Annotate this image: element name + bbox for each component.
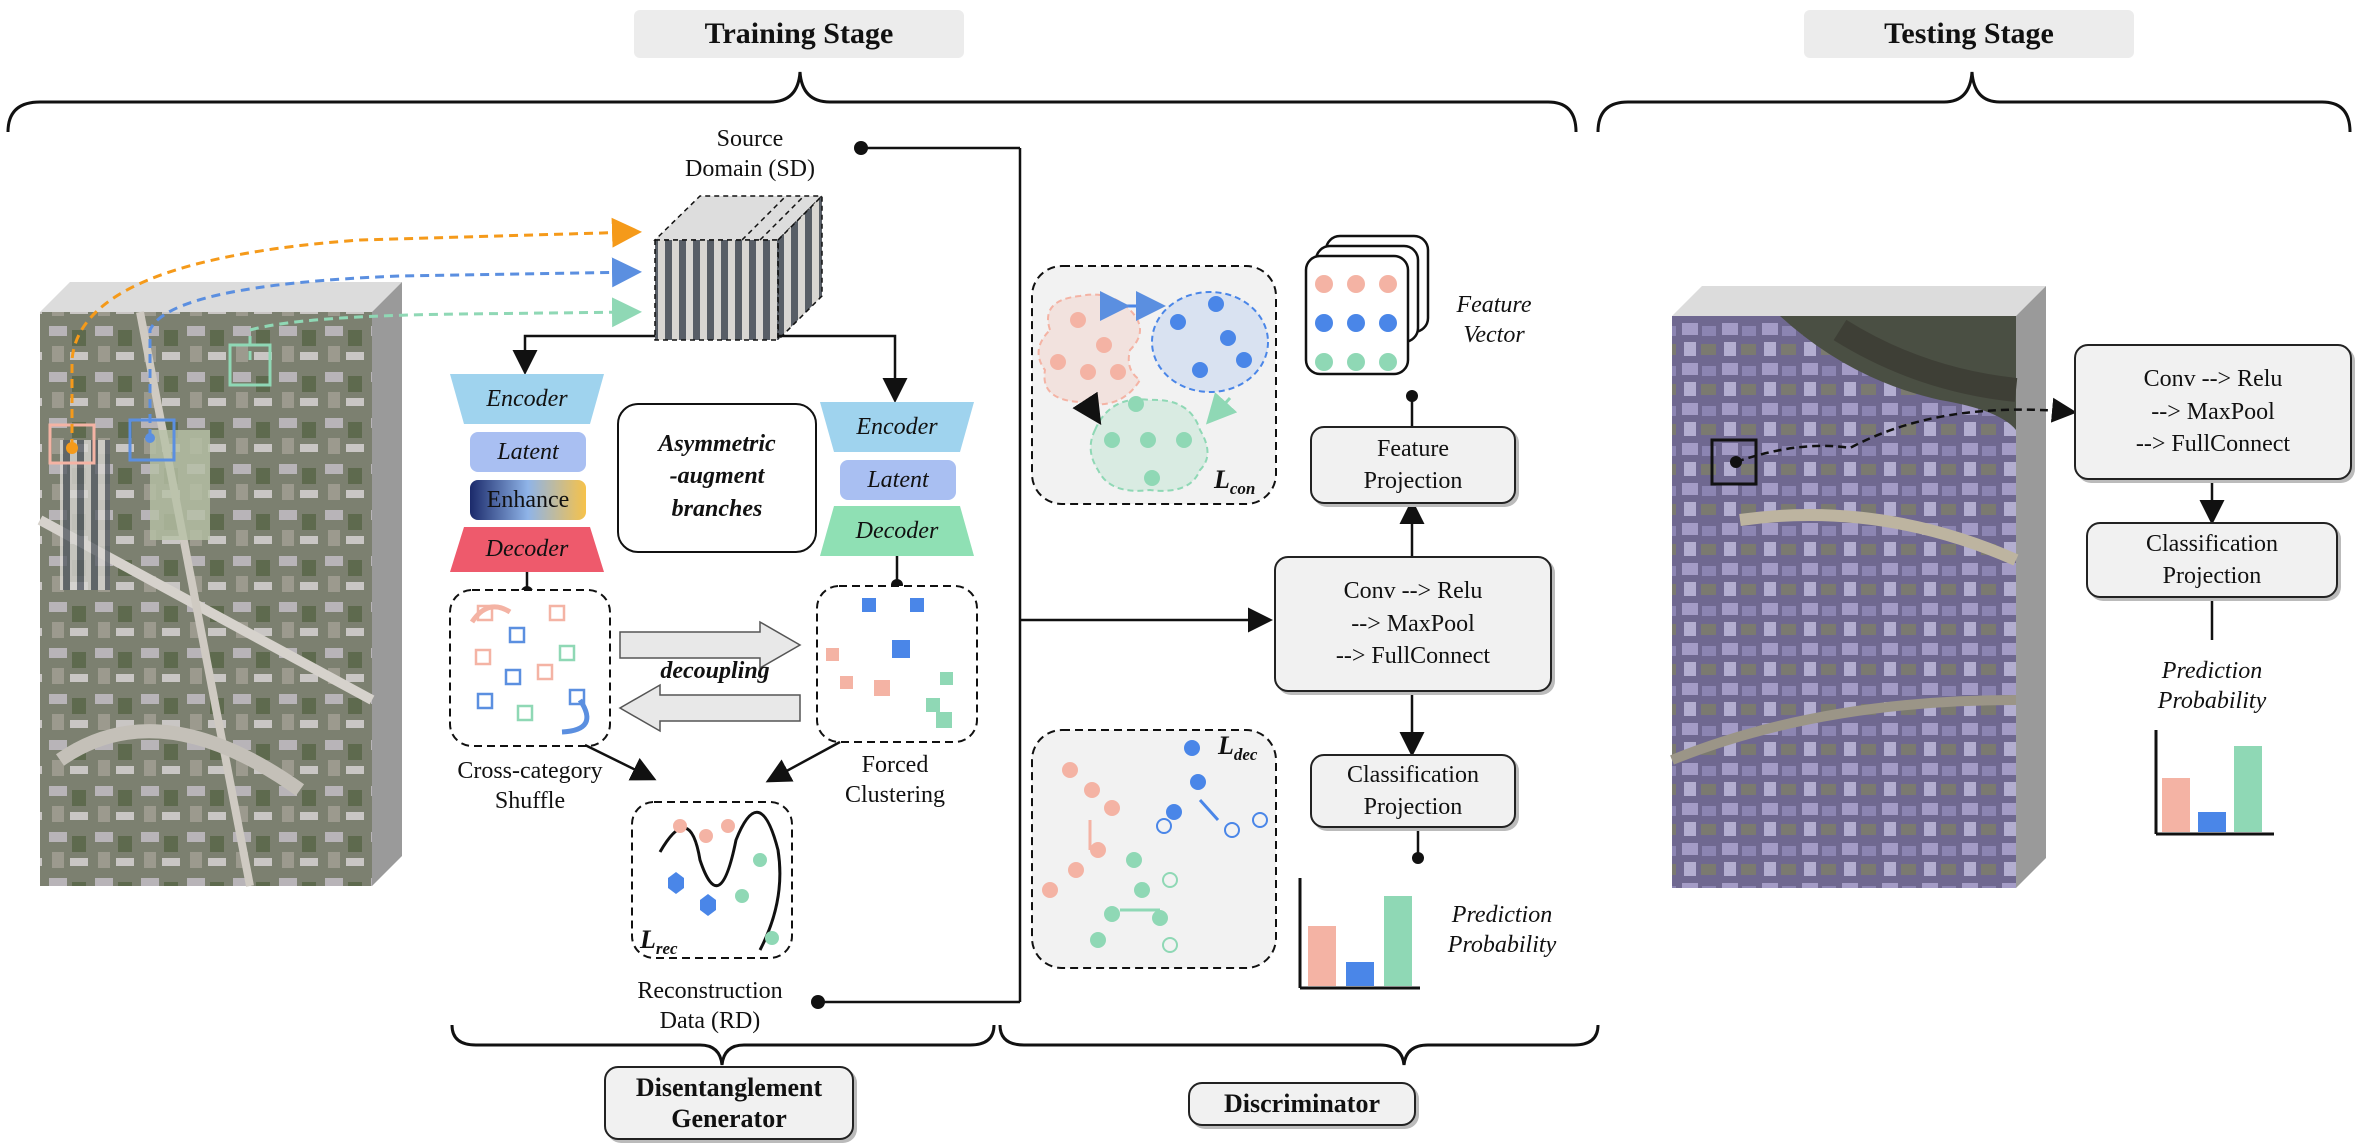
testing-stage-title: Testing Stage: [1804, 10, 2134, 58]
right-encoder: Encoder: [856, 413, 938, 440]
conv-line1: Conv --> Relu: [1343, 578, 1483, 605]
right-decoder: Decoder: [855, 517, 939, 544]
decoupling-label: decoupling: [660, 658, 770, 684]
training-stage-title: Training Stage: [634, 10, 964, 58]
classification-projection-box: Classification Projection: [1310, 754, 1516, 828]
reconstruction-line2: Data (RD): [659, 1008, 761, 1034]
discriminator-footer: Discriminator: [1188, 1082, 1416, 1126]
generator-footer: Disentanglement Generator: [604, 1066, 854, 1140]
shuffle-label: Cross-category Shuffle: [420, 756, 640, 816]
asymmetric-label: Asymmetric -augment branches: [618, 428, 816, 525]
classification-projection-line2: Projection: [1363, 794, 1463, 820]
testing-classification-projection-box: Classification Projection: [2086, 522, 2338, 598]
training-prediction-label: Prediction Probability: [1422, 900, 1582, 960]
left-latent-shape: [470, 432, 586, 472]
training-prediction-line2: Probability: [1447, 932, 1557, 958]
right-decoder-shape: [820, 506, 974, 556]
right-latent-shape: [840, 460, 956, 500]
loss-con-label: Lcon: [1214, 464, 1274, 499]
asymmetric-line3: branches: [671, 495, 763, 522]
feature-vector-line2: Vector: [1463, 322, 1525, 348]
testing-conv-line1: Conv --> Relu: [2143, 366, 2283, 393]
clustering-box: [816, 585, 978, 743]
left-decoder-shape: [450, 527, 604, 572]
loss-rec-base: L: [640, 925, 656, 954]
testing-prediction-line1: Prediction: [2161, 658, 2263, 684]
loss-rec-sub: rec: [655, 939, 678, 959]
loss-dec-label: Ldec: [1218, 730, 1278, 765]
testing-classification-line2: Projection: [2162, 563, 2262, 589]
generator-brace: [450, 1024, 996, 1066]
testing-brace: [1596, 71, 2352, 133]
source-domain-line1: Source: [716, 126, 784, 152]
left-latent: Latent: [497, 438, 559, 465]
feature-projection-box: Feature Projection: [1310, 426, 1516, 504]
lcon-clusters: [1037, 291, 1269, 492]
left-encoder-shape: [450, 374, 604, 424]
decoupling-arrow-right: [619, 620, 802, 670]
left-encoder: Encoder: [486, 385, 568, 412]
training-prediction-line1: Prediction: [1451, 902, 1553, 928]
discriminator-conv-box: Conv --> Relu --> MaxPool --> FullConnec…: [1274, 556, 1552, 692]
right-latent: Latent: [867, 466, 929, 493]
training-brace: [6, 71, 1578, 133]
loss-dec-sub: dec: [1233, 745, 1258, 765]
conv-line3: --> FullConnect: [1335, 643, 1491, 670]
loss-rec-label: Lrec: [640, 924, 700, 959]
shuffle-line1: Cross-category: [457, 758, 603, 784]
generator-footer-line1: Disentanglement: [635, 1072, 823, 1102]
feature-vector-label: Feature Vector: [1434, 290, 1554, 350]
testing-probability-chart: [2154, 730, 2274, 836]
clustering-line2: Clustering: [845, 782, 945, 808]
source-domain-line2: Domain (SD): [685, 156, 815, 182]
feature-projection-line1: Feature: [1377, 435, 1449, 462]
testing-satellite-image: [1670, 286, 2046, 888]
feature-projection-line2: Projection: [1363, 468, 1463, 494]
source-domain-label: Source Domain (SD): [650, 124, 850, 184]
source-domain-cube: [653, 194, 824, 342]
reconstruction-label: Reconstruction Data (RD): [580, 976, 840, 1036]
loss-con-base: L: [1214, 465, 1230, 494]
asymmetric-box: [617, 403, 817, 553]
testing-prediction-label: Prediction Probability: [2132, 656, 2292, 716]
lcon-box: [1031, 265, 1277, 505]
testing-conv-line3: --> FullConnect: [2135, 431, 2291, 458]
asymmetric-line2: -augment: [669, 463, 765, 490]
reconstruction-box: [631, 801, 793, 959]
left-decoder: Decoder: [485, 536, 569, 562]
left-enhance: Enhance: [486, 486, 570, 513]
feature-vector-line1: Feature: [1456, 292, 1532, 318]
feature-vector-cards: [1304, 234, 1430, 376]
training-satellite-image: [37, 282, 402, 887]
left-enhance-shape: [470, 480, 586, 520]
testing-prediction-line2: Probability: [2157, 688, 2267, 714]
right-encoder-shape: [820, 402, 974, 452]
clustering-line1: Forced: [861, 752, 929, 778]
ldec-points: [1042, 740, 1268, 953]
decoupling-arrow-left: [618, 683, 801, 733]
conv-line2: --> MaxPool: [1351, 610, 1475, 637]
shuffle-line2: Shuffle: [494, 788, 566, 814]
training-probability-chart: [1298, 878, 1420, 990]
loss-con-sub: con: [1229, 479, 1256, 499]
testing-classification-line1: Classification: [2146, 530, 2278, 557]
discriminator-brace: [998, 1024, 1600, 1066]
asymmetric-line1: Asymmetric: [658, 431, 776, 457]
testing-conv-box: Conv --> Relu --> MaxPool --> FullConnec…: [2074, 344, 2352, 480]
generator-footer-line2: Generator: [671, 1104, 787, 1133]
clustering-label: Forced Clustering: [800, 750, 990, 810]
reconstruction-line1: Reconstruction: [637, 978, 783, 1004]
testing-conv-line2: --> MaxPool: [2151, 398, 2275, 425]
loss-dec-base: L: [1218, 731, 1234, 760]
classification-projection-line1: Classification: [1347, 761, 1479, 788]
